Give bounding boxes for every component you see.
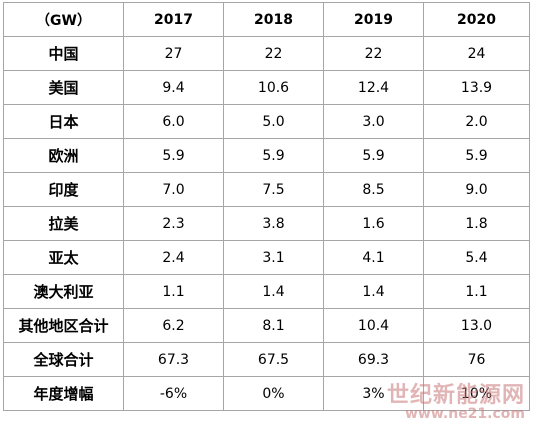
row-label: 美国 [3,70,124,105]
table-cell: 13.0 [423,308,530,343]
year-header: 2020 [423,2,530,37]
table-cell: 9.0 [423,172,530,207]
table-row: 日本 6.0 5.0 3.0 2.0 [3,104,530,139]
table-cell: 4.1 [323,240,424,275]
table-cell: 10.4 [323,308,424,343]
table-cell: 8.1 [223,308,324,343]
row-label: 日本 [3,104,124,139]
table-cell: 3% [323,376,424,411]
table-cell: 2.0 [423,104,530,139]
row-label: 拉美 [3,206,124,241]
table-cell: 27 [123,36,224,71]
table-cell: 1.8 [423,206,530,241]
table-cell: 76 [423,342,530,377]
table-cell: 2.3 [123,206,224,241]
table-cell: -6% [123,376,224,411]
table-cell: 5.0 [223,104,324,139]
table-cell: 5.4 [423,240,530,275]
table-cell: 0% [223,376,324,411]
table-cell: 22 [223,36,324,71]
row-label: 年度增幅 [3,376,124,411]
table-cell: 24 [423,36,530,71]
table-cell: 1.1 [123,274,224,309]
table-cell: 67.5 [223,342,324,377]
row-label: 欧洲 [3,138,124,173]
row-label: 其他地区合计 [3,308,124,343]
row-label: 全球合计 [3,342,124,377]
table-cell: 5.9 [223,138,324,173]
table-row: 年度增幅 -6% 0% 3% 10% [3,376,530,411]
table-cell: 10.6 [223,70,324,105]
table-cell: 1.4 [223,274,324,309]
row-label: 印度 [3,172,124,207]
table-cell: 3.1 [223,240,324,275]
table-row: 亚太 2.4 3.1 4.1 5.4 [3,240,530,275]
table-cell: 6.2 [123,308,224,343]
table-cell: 6.0 [123,104,224,139]
table-cell: 3.0 [323,104,424,139]
year-header: 2018 [223,2,324,37]
table-row: 全球合计 67.3 67.5 69.3 76 [3,342,530,377]
year-header: 2017 [123,2,224,37]
table-cell: 22 [323,36,424,71]
table-cell: 13.9 [423,70,530,105]
table-cell: 3.8 [223,206,324,241]
table-cell: 1.6 [323,206,424,241]
table-cell: 12.4 [323,70,424,105]
table-cell: 5.9 [423,138,530,173]
table-cell: 1.1 [423,274,530,309]
unit-header: （GW） [3,2,124,37]
table-cell: 8.5 [323,172,424,207]
table-row: 拉美 2.3 3.8 1.6 1.8 [3,206,530,241]
table-cell: 2.4 [123,240,224,275]
row-label: 澳大利亚 [3,274,124,309]
table-row: 欧洲 5.9 5.9 5.9 5.9 [3,138,530,173]
table-row: 其他地区合计 6.2 8.1 10.4 13.0 [3,308,530,343]
table-row: 美国 9.4 10.6 12.4 13.9 [3,70,530,105]
table-row: 澳大利亚 1.1 1.4 1.4 1.1 [3,274,530,309]
row-label: 亚太 [3,240,124,275]
year-header: 2019 [323,2,424,37]
table-cell: 7.0 [123,172,224,207]
capacity-table: （GW） 2017 2018 2019 2020 中国 27 22 22 24 美国 9.4… [3,2,530,411]
table-row: 印度 7.0 7.5 8.5 9.0 [3,172,530,207]
table-cell: 9.4 [123,70,224,105]
header-row: （GW） 2017 2018 2019 2020 [3,2,530,37]
table-cell: 1.4 [323,274,424,309]
table-row: 中国 27 22 22 24 [3,36,530,71]
table-cell: 69.3 [323,342,424,377]
table-cell: 10% [423,376,530,411]
table-cell: 5.9 [123,138,224,173]
table-cell: 7.5 [223,172,324,207]
table-cell: 67.3 [123,342,224,377]
table-cell: 5.9 [323,138,424,173]
row-label: 中国 [3,36,124,71]
